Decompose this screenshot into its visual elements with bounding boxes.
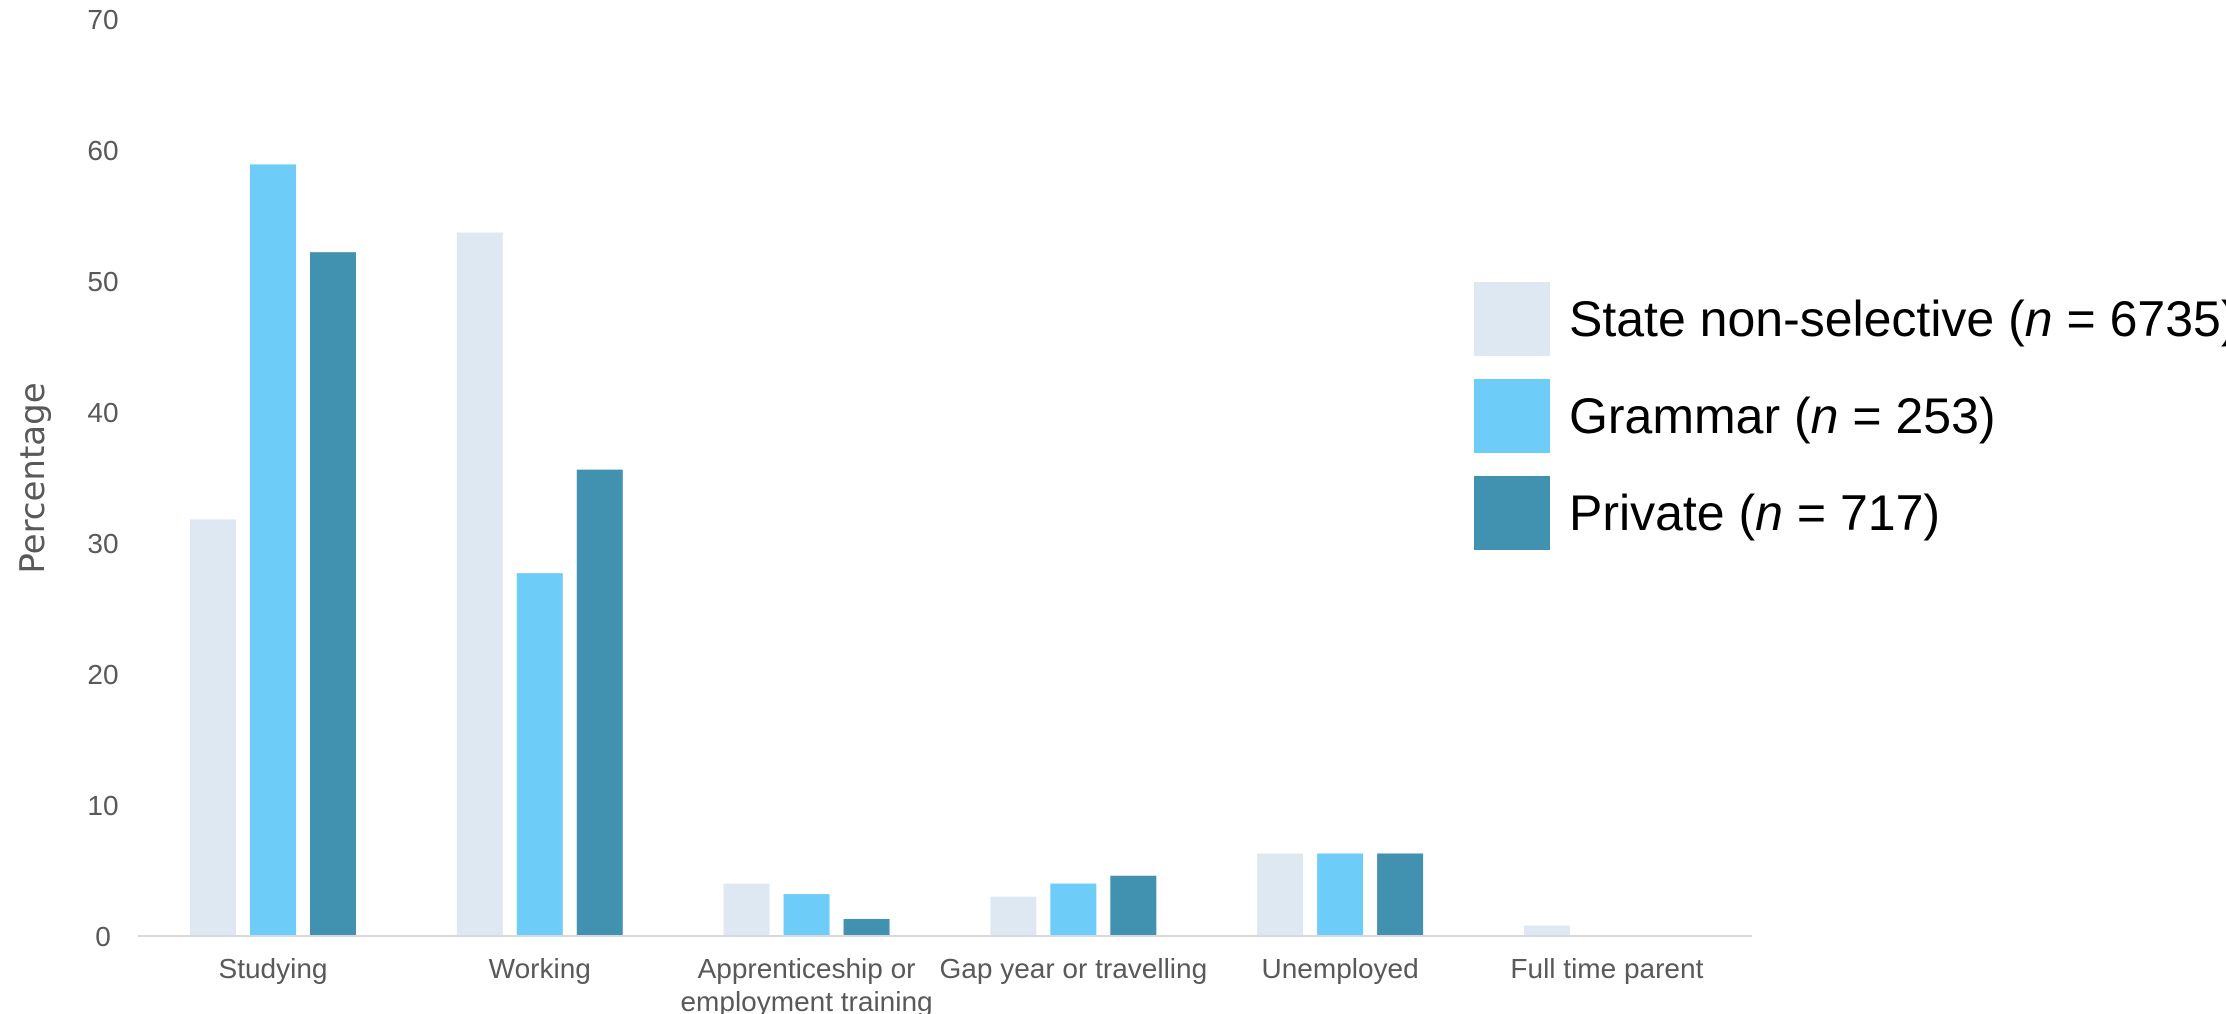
- legend: State non-selective (n = 6735)Grammar (n…: [1474, 282, 2226, 550]
- legend-label: Grammar (n = 253): [1569, 388, 1996, 444]
- legend-label: Private (n = 717): [1569, 485, 1940, 541]
- legend-n-value: = 717): [1783, 485, 1940, 541]
- legend-n-symbol: n: [1811, 388, 1839, 444]
- x-tick-label: Apprenticeship or: [698, 953, 916, 984]
- y-tick-label: 50: [87, 266, 118, 297]
- bars: [190, 164, 1570, 936]
- legend-label: State non-selective (n = 6735): [1569, 291, 2226, 347]
- bar-state-non-selective: [1257, 853, 1304, 936]
- x-tick-label: Gap year or travelling: [939, 953, 1207, 984]
- legend-swatch: [1474, 476, 1550, 550]
- bar-private: [310, 252, 356, 936]
- y-axis-title: Percentage: [13, 382, 53, 573]
- x-tick-label: employment training: [680, 986, 932, 1014]
- bar-private: [576, 469, 623, 936]
- x-tick-label: Working: [489, 953, 591, 984]
- legend-series-name: Grammar (: [1569, 388, 1811, 444]
- bar-private: [1110, 875, 1157, 936]
- bar-state-non-selective: [190, 519, 236, 936]
- legend-n-symbol: n: [1755, 485, 1783, 541]
- bar-grammar: [1050, 883, 1097, 936]
- y-tick-label: 60: [87, 135, 118, 166]
- x-axis-labels: Studying Working Apprenticeship oremployme…: [219, 953, 1704, 1014]
- x-tick-label: Unemployed: [1262, 953, 1419, 984]
- y-tick-label: 0: [95, 921, 111, 952]
- y-tick-label: 40: [87, 397, 118, 428]
- legend-n-symbol: n: [2025, 291, 2053, 347]
- bar-private: [1377, 853, 1424, 936]
- bar-state-non-selective: [723, 883, 770, 936]
- bar-grammar: [783, 894, 830, 936]
- legend-swatch: [1474, 282, 1550, 356]
- bar-state-non-selective: [990, 896, 1037, 936]
- x-tick-label: Full time parent: [1510, 953, 1703, 984]
- y-axis-ticks: 0 10 20 30 40 50 60 70: [87, 4, 118, 952]
- legend-n-value: = 6735): [2053, 291, 2226, 347]
- y-tick-label: 20: [87, 659, 118, 690]
- y-tick-label: 30: [87, 528, 118, 559]
- legend-swatch: [1474, 379, 1550, 453]
- bar-state-non-selective: [456, 232, 503, 936]
- legend-series-name: Private (: [1569, 485, 1756, 541]
- bar-state-non-selective: [1523, 925, 1570, 936]
- legend-n-value: = 253): [1838, 388, 1995, 444]
- bar-grammar: [250, 164, 296, 936]
- bar-private: [843, 918, 890, 936]
- bar-grammar: [1317, 853, 1364, 936]
- legend-series-name: State non-selective (: [1569, 291, 2025, 347]
- y-tick-label: 70: [87, 4, 118, 35]
- y-tick-label: 10: [87, 790, 118, 821]
- bar-grammar: [516, 573, 563, 936]
- x-tick-label: Studying: [219, 953, 328, 984]
